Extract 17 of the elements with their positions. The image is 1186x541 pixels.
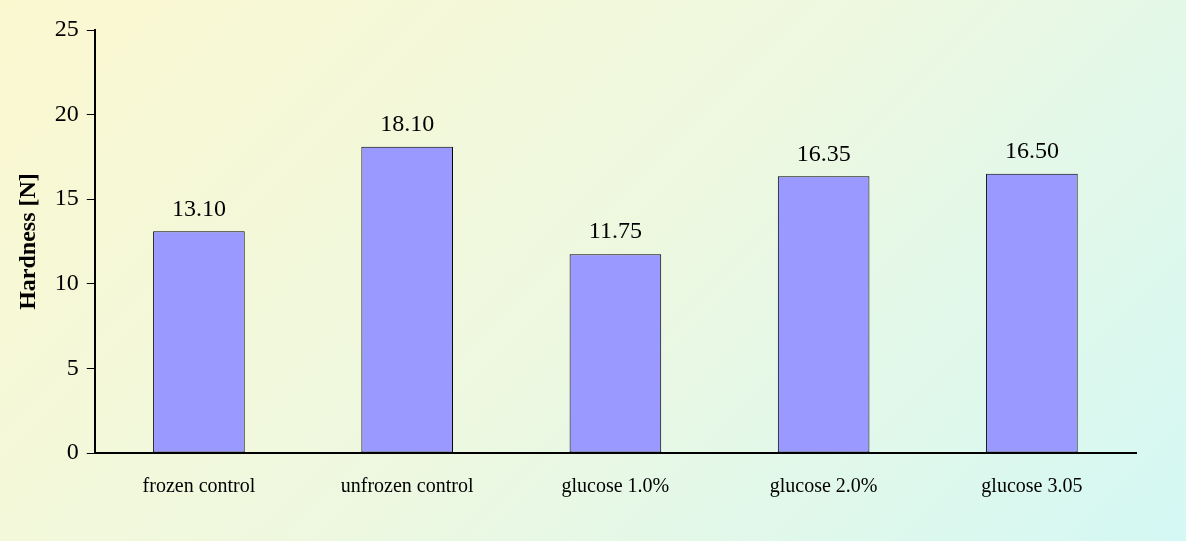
y-tick-label: 25 [54, 15, 79, 42]
y-axis-title: Hardness [N] [13, 173, 40, 310]
y-tick-label: 10 [54, 269, 79, 296]
y-tick-label: 5 [66, 353, 79, 380]
x-tick-label: glucose 1.0% [561, 474, 670, 498]
data-label: 16.50 [1004, 137, 1059, 164]
x-tick-label: glucose 2.0% [769, 474, 878, 498]
data-label: 16.35 [796, 139, 851, 166]
y-tick-label: 0 [66, 438, 79, 465]
data-label: 13.10 [171, 194, 226, 221]
y-tick-label: 20 [54, 99, 79, 126]
y-tick-label: 15 [54, 184, 79, 211]
data-label: 18.10 [380, 110, 435, 137]
x-tick-label: frozen control [142, 474, 256, 497]
x-tick-label: unfrozen control [340, 474, 474, 497]
x-tick-label: glucose 3.05 [981, 474, 1083, 498]
data-label: 11.75 [588, 217, 642, 244]
